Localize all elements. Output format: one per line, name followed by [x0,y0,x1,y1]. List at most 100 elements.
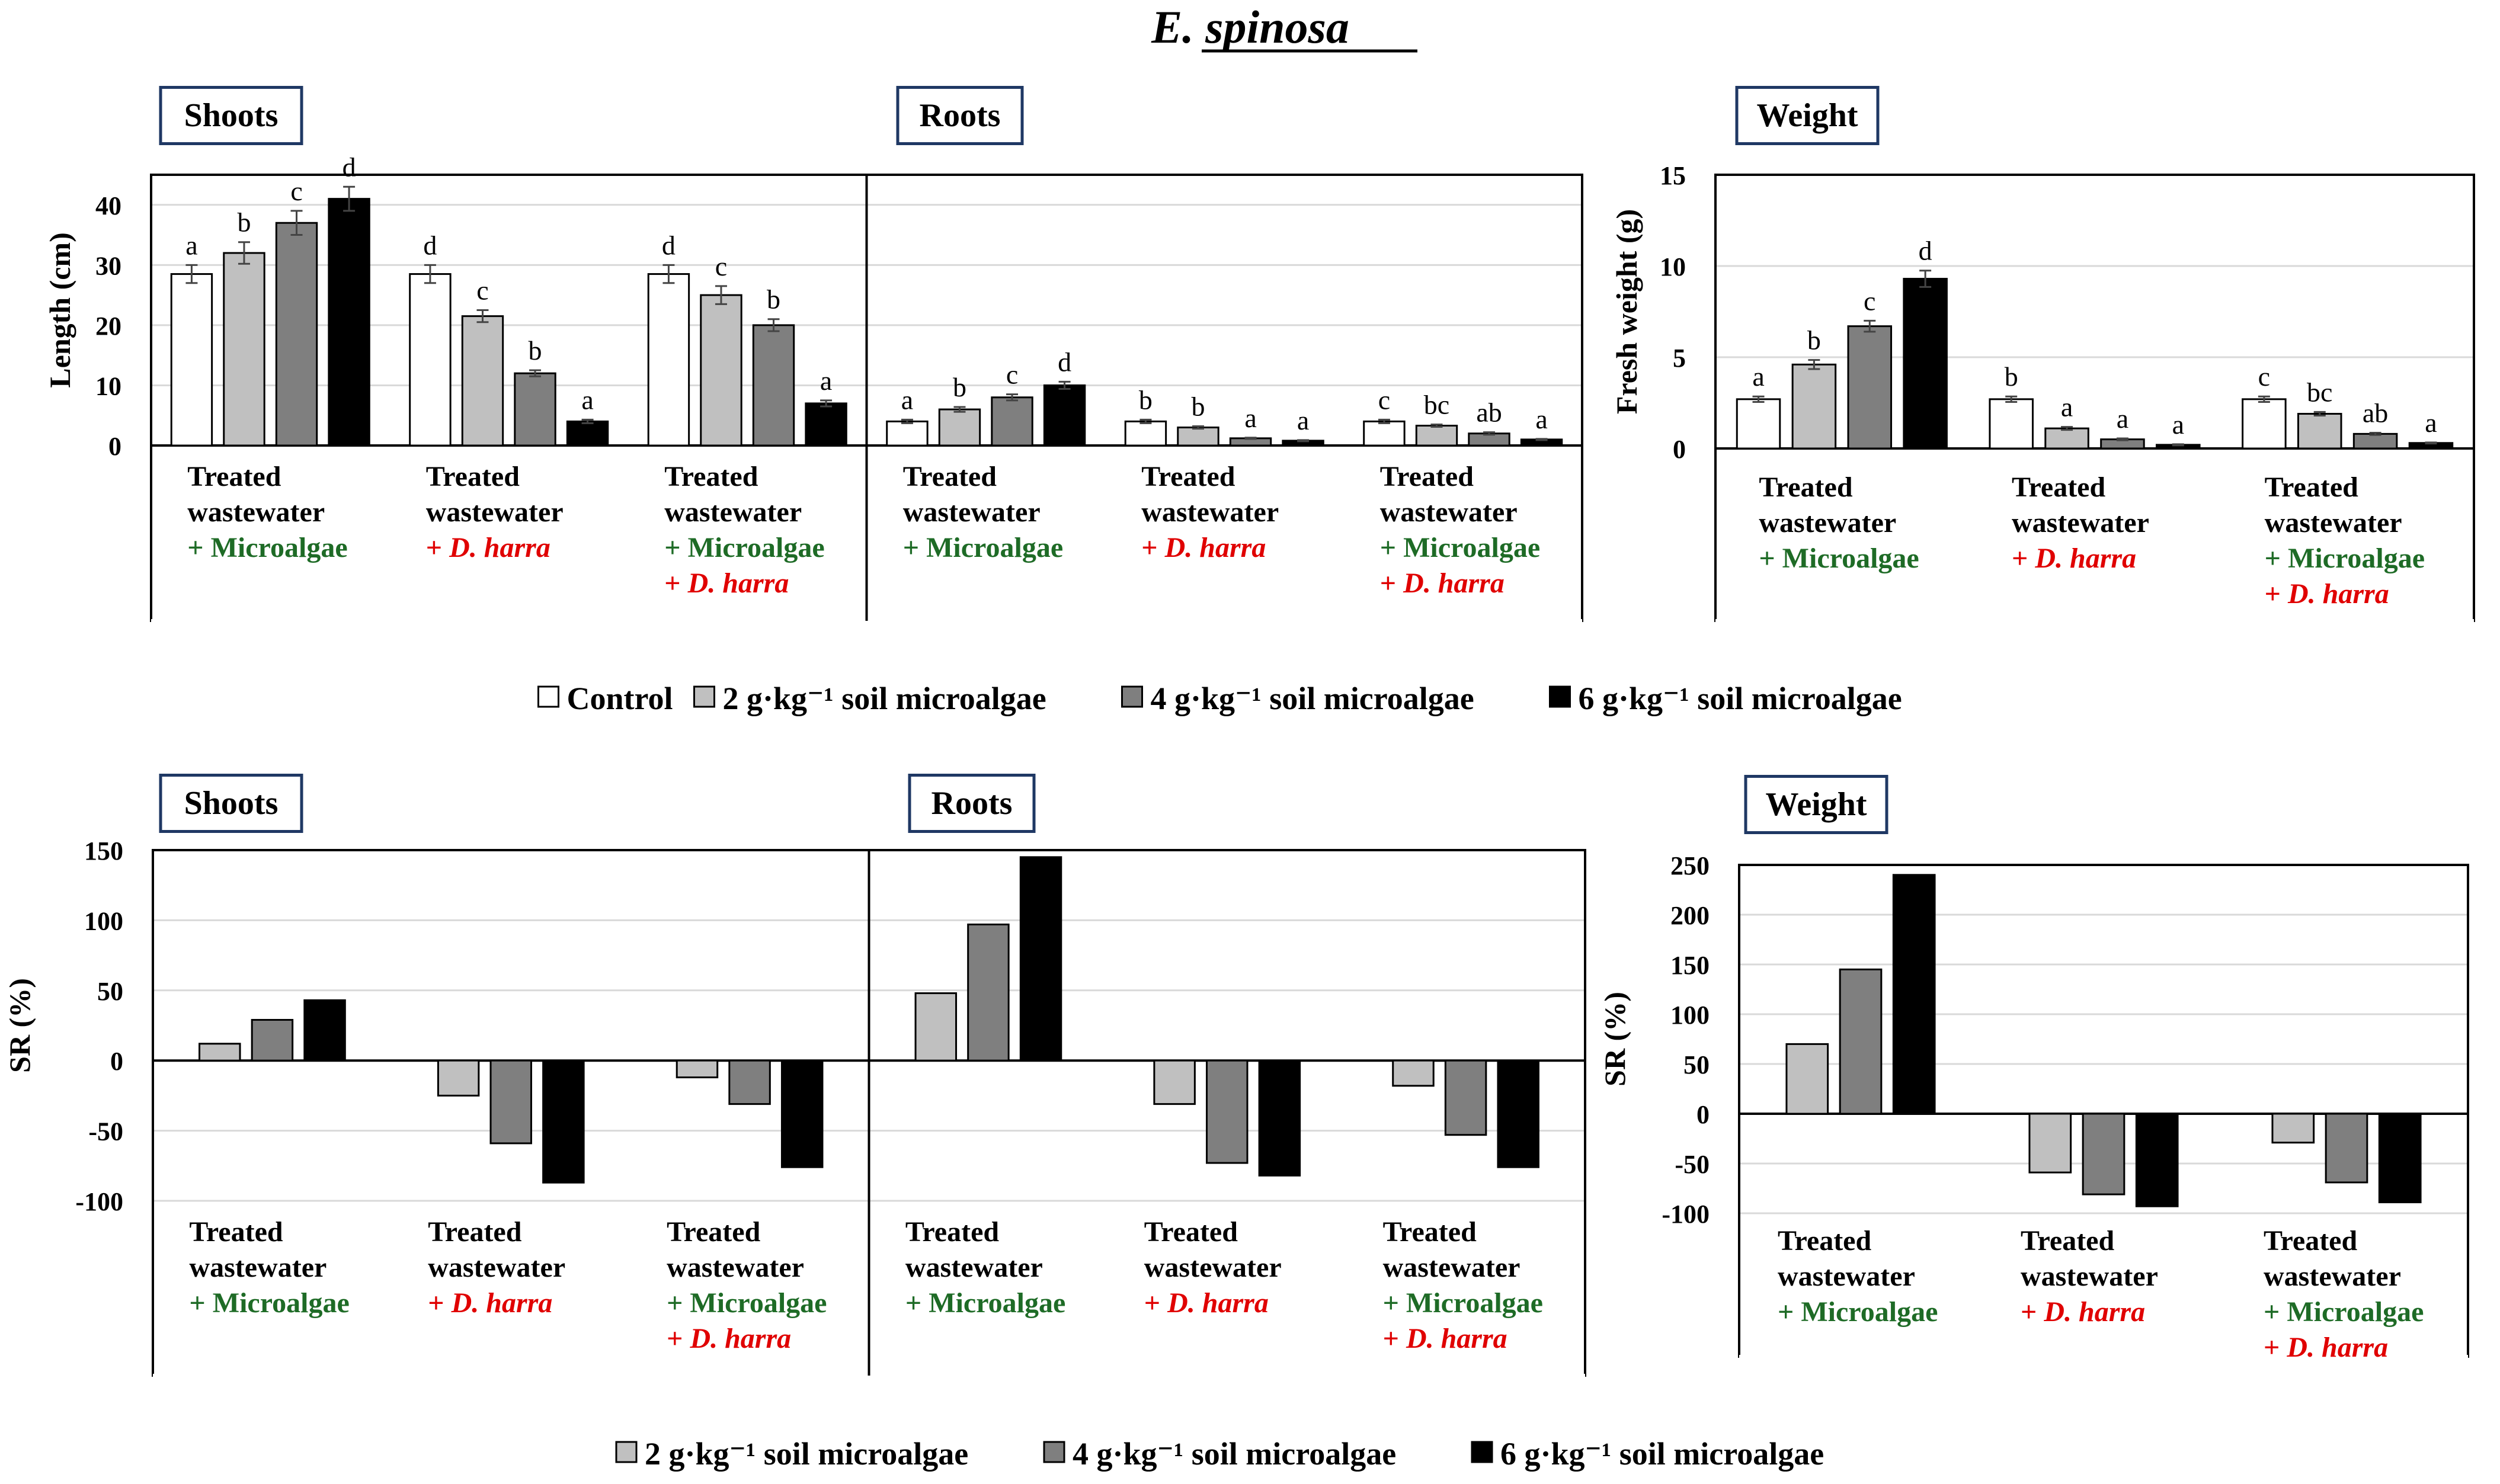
weight-significance-letter: bc [2307,377,2332,407]
length-significance-letter: a [1297,405,1309,435]
sr_length-bar [1258,1059,1301,1177]
length-significance-letter: b [237,207,251,238]
weight-group-label-line2: wastewater [2265,507,2402,539]
weight-significance-letter: c [1864,286,1875,316]
length-panel-title-box [896,86,1024,145]
sr_weight-ylabel: SR (%) [1598,992,1631,1086]
length-bar [1363,420,1406,447]
sr_weight-bar [2028,1113,2072,1174]
length-group-label-line3: + Microalgae [1380,532,1540,563]
legend-top-label: 6 g·kg⁻¹ soil microalgae [1579,681,1902,716]
sr_length-group-label-line1: Treated [1144,1216,1238,1248]
sr_length-bar [1444,1059,1487,1136]
length-bar [409,273,452,447]
legend-top-label: Control [567,681,673,716]
weight-bar [1736,398,1781,450]
weight-group-label-line4: + D. harra [2265,578,2389,610]
weight-significance-letter: a [2061,392,2073,422]
weight-significance-letter: d [1919,236,1932,266]
length-bar [461,315,504,447]
length-ytick-label: 0 [108,432,121,461]
length-panel-title-box [159,86,303,145]
sr_weight-bar [1839,968,1883,1115]
length-significance-letter: b [1139,384,1153,415]
weight-bar [1989,398,2034,450]
sr_length-bar [780,1059,824,1168]
sr_weight-ytick-label: 0 [1696,1100,1710,1129]
length-bar [1124,420,1167,447]
sr_length-bar [728,1059,771,1105]
sr_weight-bar [2082,1113,2126,1195]
length-panel-title: Shoots [184,97,279,134]
sr_length-ytick-label: -50 [88,1117,123,1146]
legend-top-swatch [537,685,559,708]
sr_weight-ytick-label: 150 [1670,951,1710,980]
sr_weight-group-label-line3: + D. harra [2021,1296,2145,1328]
sr_length-group-label-line4: + D. harra [667,1323,791,1354]
sr_length-group-label-line3: + Microalgae [667,1287,827,1319]
weight-ytick-label: 0 [1673,435,1686,464]
length-ytick-label: 40 [95,191,121,220]
length-group-label-line3: + Microalgae [187,532,347,563]
length-panel-title: Roots [920,97,1001,134]
length-group-label-line2: wastewater [903,496,1041,528]
length-bar [566,420,609,447]
sr_weight-bar [1892,874,1936,1115]
sr_weight-ytick-label: 200 [1670,901,1710,930]
length-bar [514,372,556,447]
length-significance-letter: d [662,230,676,260]
length-significance-letter: a [581,384,593,415]
length-group-label-line1: Treated [426,461,520,492]
sr_length-ytick-label: 0 [110,1047,123,1076]
sr_weight-group-label-line2: wastewater [2264,1261,2401,1292]
sr_length-panel-title-box [908,774,1036,833]
legend-top-swatch [1549,685,1571,708]
sr_length-bar [251,1019,294,1062]
weight-bar [1791,363,1837,450]
sr_length-panel-title-box [159,774,303,833]
length-bar [223,252,265,447]
sr_length-group-label-line1: Treated [189,1216,283,1248]
weight-significance-letter: a [2425,408,2437,438]
length-bar [938,408,981,447]
length-ytick-label: 20 [95,312,121,341]
length-significance-letter: c [1378,384,1390,415]
length-bar [700,294,742,447]
weight-group-label-line2: wastewater [1759,507,1896,539]
sr_weight-ytick-label: 250 [1670,851,1710,880]
weight-bar [2044,427,2089,450]
length-significance-letter: d [1058,347,1071,377]
length-significance-letter: b [953,372,966,402]
length-significance-letter: c [476,275,488,306]
length-group-label-line2: wastewater [1141,496,1279,528]
length-significance-letter: a [901,384,913,415]
legend-bottom-swatch [1471,1441,1493,1463]
sr_length-group-label-line1: Treated [667,1216,760,1248]
weight-group-label-line1: Treated [2012,472,2105,503]
legend-bottom: 2 g·kg⁻¹ soil microalgae 4 g·kg⁻¹ soil mi… [615,1436,1824,1472]
sr_length-bar [437,1059,480,1097]
length-significance-letter: a [1244,403,1256,433]
length-bar [805,402,847,447]
length-significance-letter: bc [1424,389,1449,419]
legend-bottom-label: 2 g·kg⁻¹ soil microalgae [645,1436,968,1472]
length-significance-letter: d [423,230,437,260]
length-ytick-label: 10 [95,371,121,400]
weight-panel-title: Weight [1756,97,1858,134]
sr_length-group-label-line1: Treated [1383,1216,1477,1248]
length-group-label-line1: Treated [1141,461,1235,492]
length-significance-letter: a [820,366,832,396]
sr_length-bar [914,992,958,1062]
length-significance-letter: b [1191,392,1205,422]
length-group-label-line1: Treated [903,461,997,492]
length-significance-letter: d [342,152,356,182]
weight-group-label-line3: + Microalgae [1759,543,1919,574]
weight-group-label-line3: + D. harra [2012,543,2136,574]
weight-bar [2352,432,2398,450]
weight-group-label-line2: wastewater [2012,507,2149,539]
sr_weight-chart: -100 -50 0 50 100 150 200 250 SR (%) Weight Treate… [1598,775,2469,1363]
length-group-label-line1: Treated [664,461,758,492]
sr_length-group-label-line2: wastewater [428,1252,565,1283]
sr_weight-bar [2325,1113,2368,1184]
